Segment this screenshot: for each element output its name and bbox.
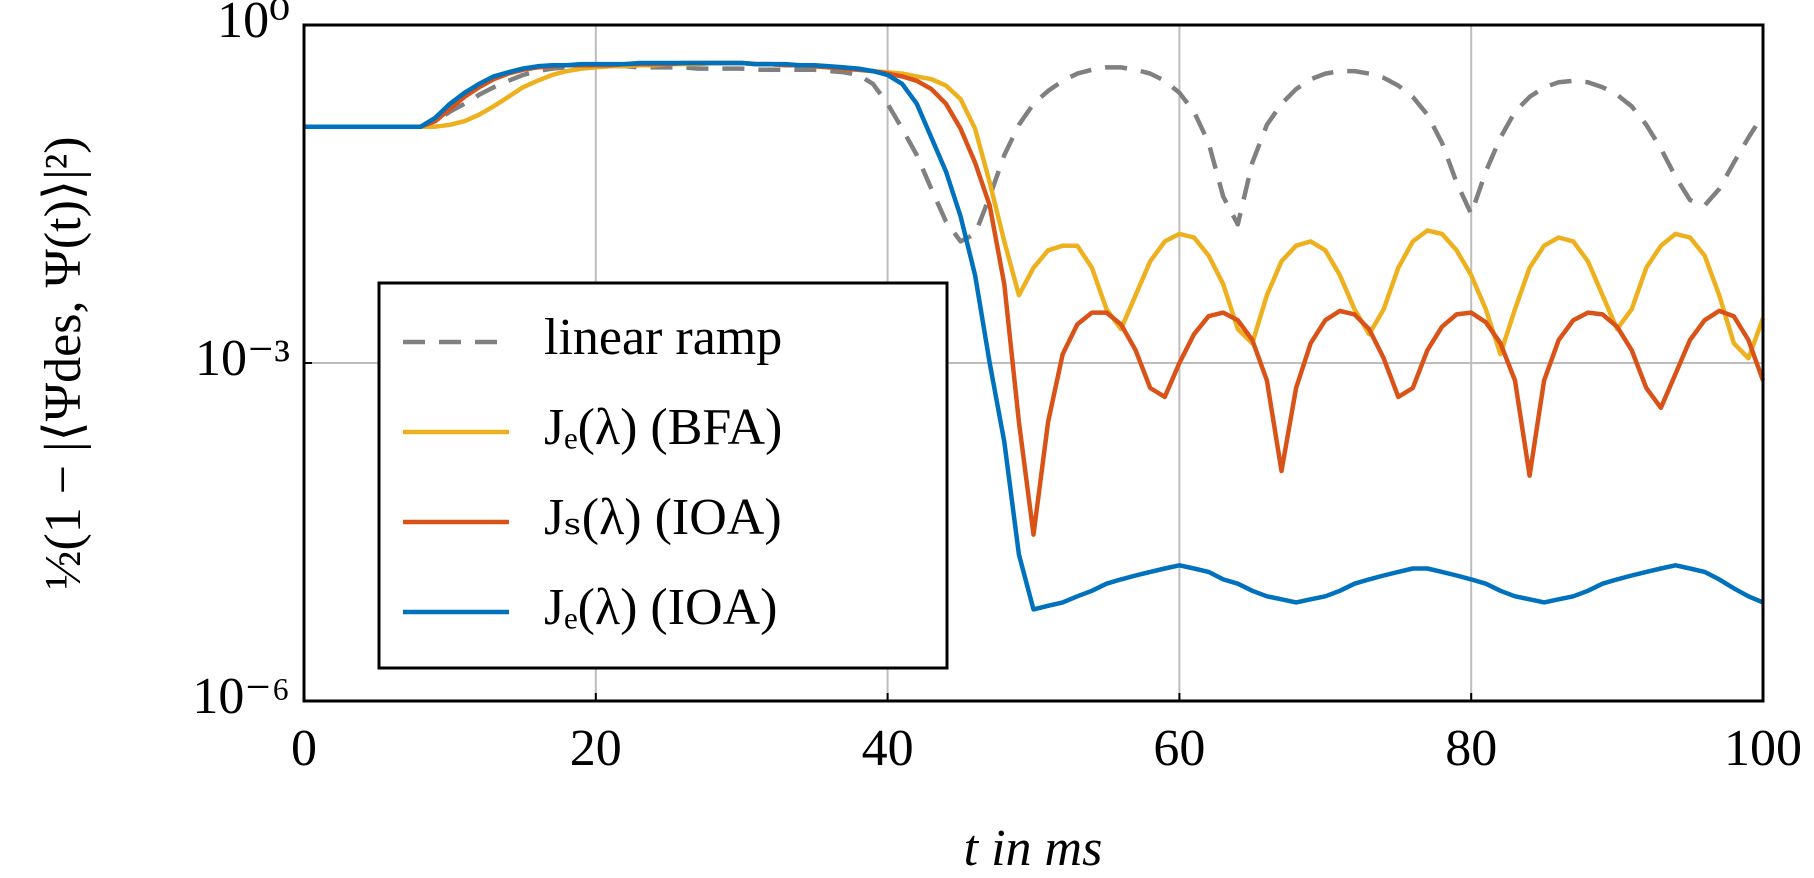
x-tick-label: 0 (291, 720, 317, 777)
x-tick-label: 40 (862, 720, 914, 777)
x-tick-label: 20 (570, 720, 622, 777)
x-tick-label: 80 (1445, 720, 1497, 777)
legend: linear ramp Jₑ(λ) (BFA) Jₛ(λ) (IOA) Jₑ(λ) (… (377, 281, 949, 670)
x-axis-label: t in ms (964, 820, 1103, 877)
legend-label: linear ramp (544, 309, 782, 366)
legend-label: Jₛ(λ) (IOA) (544, 489, 782, 546)
y-axis-label: ½(1 − |⟨Ψdes, Ψ(t)⟩|²) (35, 136, 92, 589)
y-tick-label: 10⁻³ (195, 330, 290, 387)
y-tick-label: 10⁻⁶ (192, 668, 290, 725)
legend-label: Jₑ(λ) (IOA) (544, 579, 777, 636)
x-tick-label: 100 (1724, 720, 1802, 777)
x-tick-label: 60 (1153, 720, 1205, 777)
series-line (304, 60, 1766, 361)
legend-label: Jₑ(λ) (BFA) (544, 399, 782, 456)
series-line (304, 64, 1765, 244)
plot-frame (302, 23, 1765, 703)
y-tick-label: 10⁰ (217, 0, 290, 49)
series-line (304, 60, 1764, 612)
legend-box (377, 281, 949, 670)
